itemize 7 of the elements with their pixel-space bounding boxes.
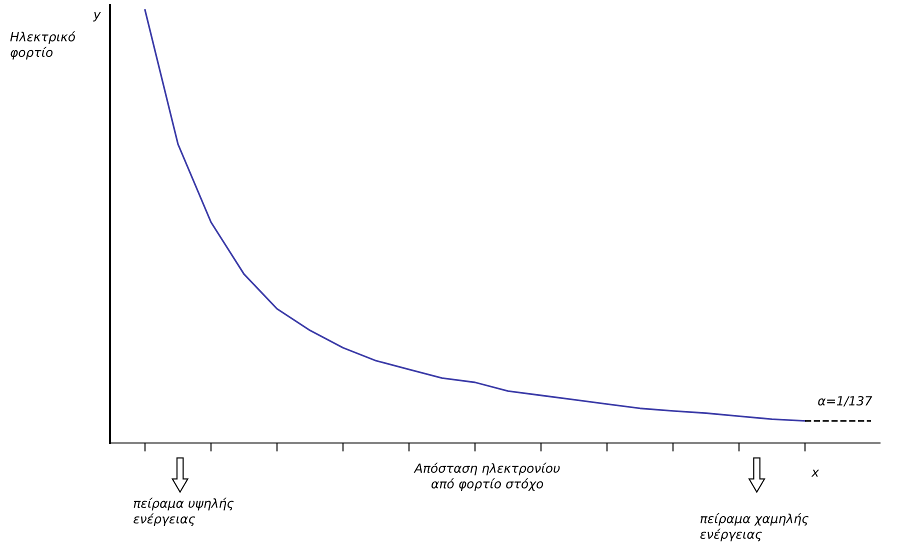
annotation: α=1/137 [818,396,872,407]
text: πείραμα υψηλής ενέργειας [134,498,234,526]
y-axis-title: y [93,12,101,22]
text: πείραμα χαμηλής ενέργειας [700,513,808,542]
x-axis-title: x [811,470,820,477]
text: Ηλεκτρικό φορτίο [10,31,76,60]
text: Απόσταση ηλεκτρονίου από φορτίο στόχο [414,462,560,491]
